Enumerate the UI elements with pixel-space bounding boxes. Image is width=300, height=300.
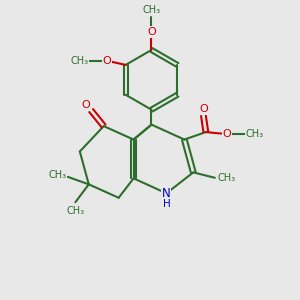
Text: CH₃: CH₃ [48, 170, 67, 180]
Text: O: O [199, 104, 208, 114]
Text: CH₃: CH₃ [142, 5, 160, 15]
Text: N: N [162, 188, 171, 200]
Text: O: O [81, 100, 90, 110]
Text: CH₃: CH₃ [246, 129, 264, 139]
Text: H: H [163, 199, 170, 209]
Text: O: O [222, 129, 231, 139]
Text: CH₃: CH₃ [66, 206, 84, 216]
Text: CH₃: CH₃ [70, 56, 88, 66]
Text: O: O [147, 27, 156, 37]
Text: CH₃: CH₃ [217, 173, 235, 183]
Text: O: O [103, 56, 112, 66]
